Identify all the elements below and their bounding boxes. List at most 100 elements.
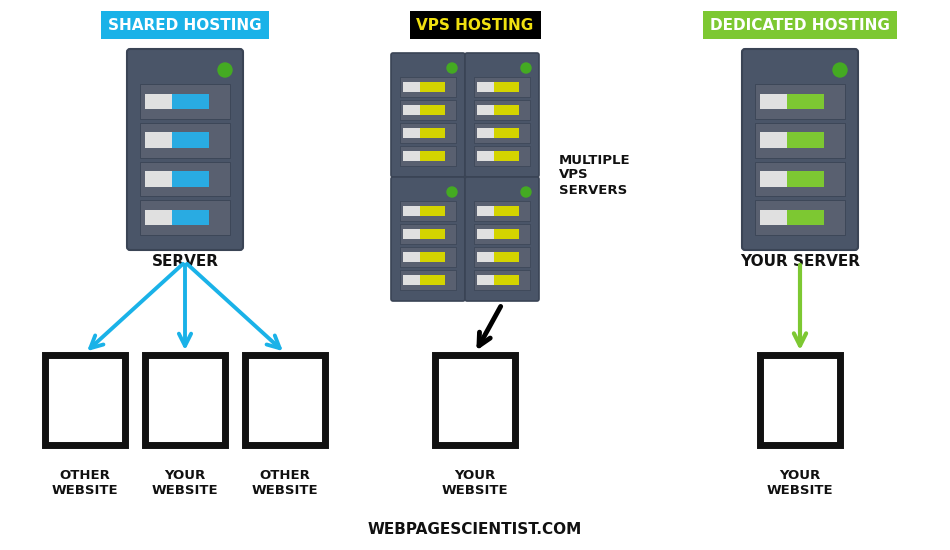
Bar: [477, 151, 494, 161]
Text: SERVER: SERVER: [151, 255, 218, 270]
Bar: [144, 171, 172, 186]
Text: YOUR
WEBSITE: YOUR WEBSITE: [767, 469, 833, 497]
Bar: [172, 133, 209, 148]
Bar: [755, 162, 845, 196]
Bar: [245, 355, 325, 445]
Bar: [477, 229, 494, 239]
Bar: [144, 133, 172, 148]
Bar: [420, 151, 445, 161]
Bar: [477, 206, 494, 216]
Bar: [144, 210, 172, 226]
FancyBboxPatch shape: [391, 53, 465, 177]
Bar: [420, 229, 445, 239]
Bar: [474, 100, 530, 120]
Bar: [759, 210, 787, 226]
Circle shape: [521, 187, 531, 197]
Text: VPS HOSTING: VPS HOSTING: [416, 18, 534, 32]
Bar: [403, 128, 420, 138]
Bar: [400, 77, 456, 97]
Bar: [400, 123, 456, 143]
Bar: [420, 206, 445, 216]
Bar: [144, 94, 172, 109]
Bar: [787, 210, 825, 226]
FancyBboxPatch shape: [127, 49, 243, 250]
Bar: [494, 151, 519, 161]
FancyBboxPatch shape: [465, 53, 539, 177]
Bar: [140, 123, 230, 157]
Bar: [400, 100, 456, 120]
Bar: [474, 270, 530, 290]
Bar: [140, 200, 230, 235]
Bar: [400, 146, 456, 166]
FancyBboxPatch shape: [465, 177, 539, 301]
Bar: [403, 275, 420, 285]
Bar: [474, 77, 530, 97]
Bar: [420, 128, 445, 138]
Bar: [474, 123, 530, 143]
Bar: [420, 105, 445, 115]
Bar: [403, 151, 420, 161]
Bar: [787, 171, 825, 186]
Bar: [494, 105, 519, 115]
Bar: [477, 82, 494, 92]
Text: MULTIPLE
VPS
SERVERS: MULTIPLE VPS SERVERS: [559, 153, 631, 196]
Bar: [420, 252, 445, 262]
Bar: [45, 355, 125, 445]
Text: YOUR
WEBSITE: YOUR WEBSITE: [152, 469, 218, 497]
Bar: [494, 206, 519, 216]
Bar: [755, 200, 845, 235]
Bar: [474, 146, 530, 166]
Bar: [760, 355, 840, 445]
Circle shape: [833, 63, 847, 77]
Bar: [420, 82, 445, 92]
Bar: [172, 94, 209, 109]
Bar: [494, 128, 519, 138]
Bar: [477, 128, 494, 138]
Text: YOUR
WEBSITE: YOUR WEBSITE: [442, 469, 508, 497]
Bar: [755, 123, 845, 157]
Bar: [435, 355, 515, 445]
Bar: [474, 201, 530, 221]
Bar: [759, 171, 787, 186]
Bar: [400, 201, 456, 221]
Bar: [403, 82, 420, 92]
Text: YOUR SERVER: YOUR SERVER: [740, 255, 860, 270]
Bar: [759, 133, 787, 148]
Text: OTHER
WEBSITE: OTHER WEBSITE: [51, 469, 119, 497]
Bar: [172, 210, 209, 226]
Bar: [477, 105, 494, 115]
Bar: [477, 252, 494, 262]
Bar: [403, 206, 420, 216]
Circle shape: [447, 187, 457, 197]
Bar: [420, 275, 445, 285]
Bar: [400, 247, 456, 267]
Bar: [400, 224, 456, 244]
Bar: [140, 162, 230, 196]
Text: WEBPAGESCIENTIST.COM: WEBPAGESCIENTIST.COM: [368, 522, 582, 537]
Text: SHARED HOSTING: SHARED HOSTING: [108, 18, 262, 32]
Circle shape: [521, 63, 531, 73]
Bar: [140, 84, 230, 119]
Bar: [494, 275, 519, 285]
Bar: [474, 224, 530, 244]
Bar: [403, 252, 420, 262]
Bar: [787, 133, 825, 148]
Bar: [494, 82, 519, 92]
FancyBboxPatch shape: [391, 177, 465, 301]
Bar: [172, 171, 209, 186]
Bar: [477, 275, 494, 285]
Bar: [145, 355, 225, 445]
Bar: [474, 247, 530, 267]
Bar: [759, 94, 787, 109]
Bar: [755, 84, 845, 119]
Bar: [400, 270, 456, 290]
Circle shape: [218, 63, 232, 77]
Bar: [494, 229, 519, 239]
Bar: [494, 252, 519, 262]
Text: OTHER
WEBSITE: OTHER WEBSITE: [252, 469, 318, 497]
Bar: [403, 105, 420, 115]
FancyBboxPatch shape: [742, 49, 858, 250]
Bar: [403, 229, 420, 239]
Bar: [787, 94, 825, 109]
Text: DEDICATED HOSTING: DEDICATED HOSTING: [710, 18, 890, 32]
